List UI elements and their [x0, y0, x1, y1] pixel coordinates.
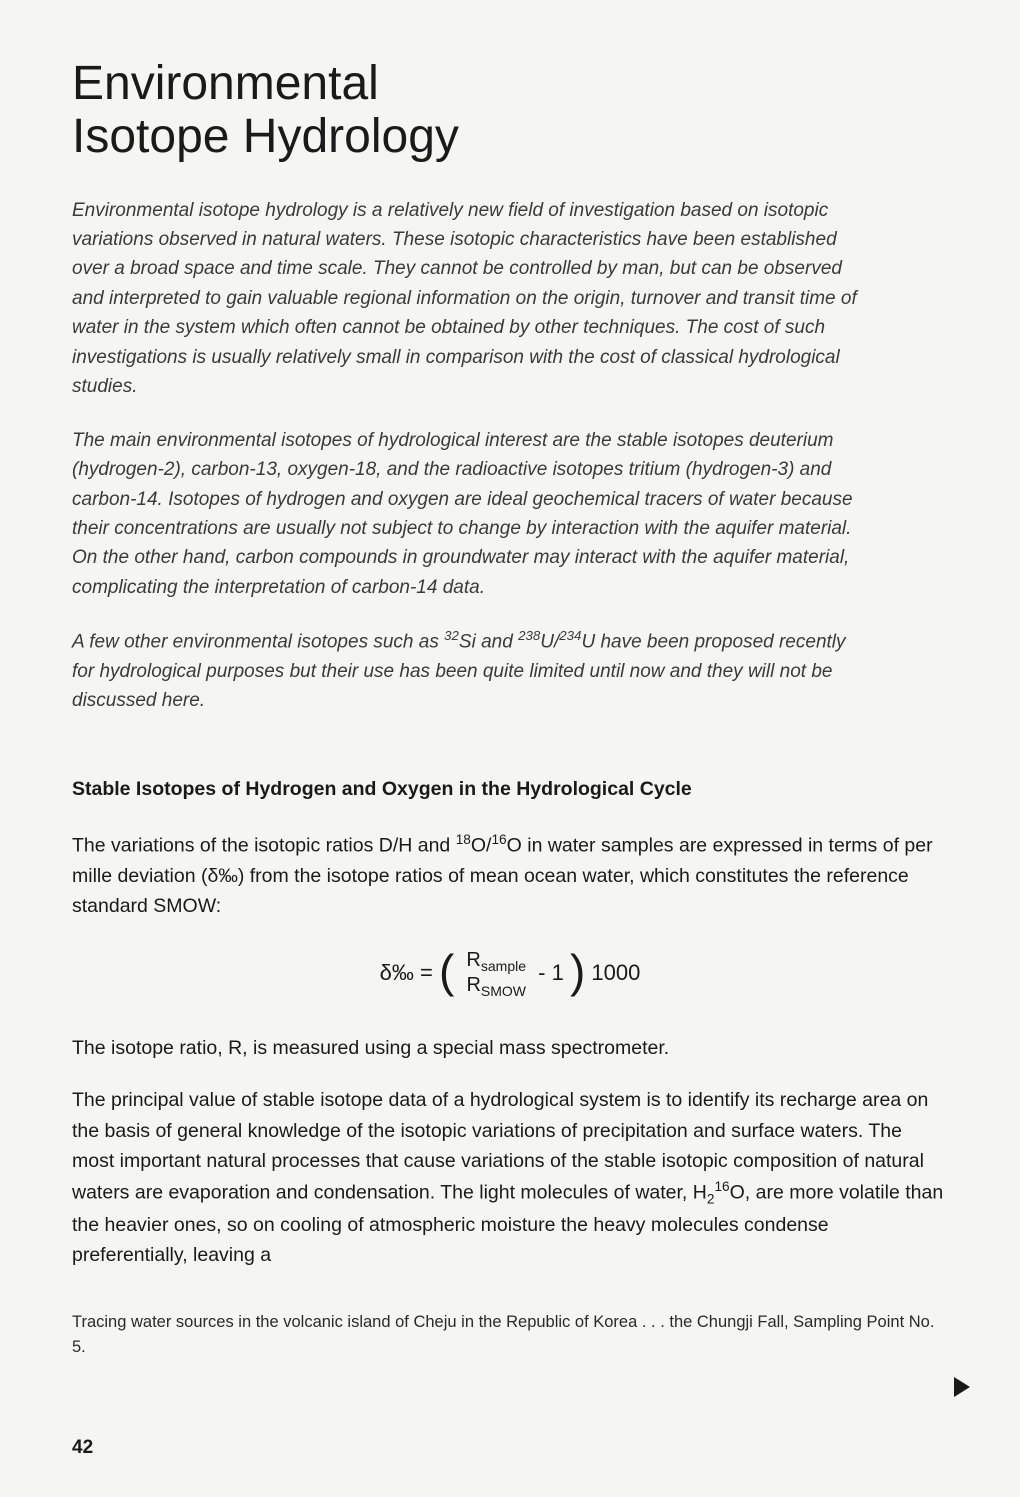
intro-paragraph-1: Environmental isotope hydrology is a rel…	[72, 196, 872, 402]
formula-multiplier: 1000	[591, 960, 640, 985]
o18-superscript: 18	[456, 832, 471, 847]
body-paragraph-3: The principal value of stable isotope da…	[72, 1085, 948, 1270]
formula-right-paren: )	[570, 951, 585, 992]
intro-paragraph-2: The main environmental isotopes of hydro…	[72, 426, 872, 603]
formula-numerator: Rsample	[466, 949, 526, 974]
formula-minus-one: - 1	[538, 960, 564, 985]
u234-element: U	[581, 632, 595, 653]
formula-lhs: δ‰ =	[380, 960, 433, 985]
o16-element: O	[507, 834, 522, 856]
continue-arrow-icon	[954, 1377, 970, 1397]
page-number: 42	[72, 1437, 93, 1459]
u234-superscript: 234	[559, 628, 581, 643]
o16-superscript: 16	[491, 832, 506, 847]
o18-element: O/	[471, 834, 492, 856]
title-line-2: Isotope Hydrology	[72, 110, 459, 163]
si32-element: Si and	[459, 632, 518, 653]
h2o16-superscript: 16	[714, 1179, 729, 1194]
title-line-1: Environmental	[72, 57, 379, 110]
u238-superscript: 238	[518, 628, 540, 643]
intro-paragraph-3: A few other environmental isotopes such …	[72, 626, 872, 716]
figure-caption: Tracing water sources in the volcanic is…	[72, 1310, 948, 1360]
formula-left-paren: (	[439, 951, 454, 992]
si32-superscript: 32	[444, 628, 459, 643]
body-p1-text-a: The variations of the isotopic ratios D/…	[72, 834, 456, 856]
body-paragraph-1: The variations of the isotopic ratios D/…	[72, 829, 948, 921]
u238-element: U/	[540, 632, 559, 653]
formula-denominator: RSMOW	[466, 974, 526, 999]
section-heading: Stable Isotopes of Hydrogen and Oxygen i…	[72, 778, 948, 801]
formula-fraction: Rsample RSMOW	[466, 949, 526, 999]
intro-p3-text-a: A few other environmental isotopes such …	[72, 632, 444, 653]
page-title: Environmental Isotope Hydrology	[72, 58, 948, 164]
body-paragraph-2: The isotope ratio, R, is measured using …	[72, 1033, 948, 1063]
delta-formula: δ‰ = ( Rsample RSMOW - 1 ) 1000	[72, 949, 948, 999]
